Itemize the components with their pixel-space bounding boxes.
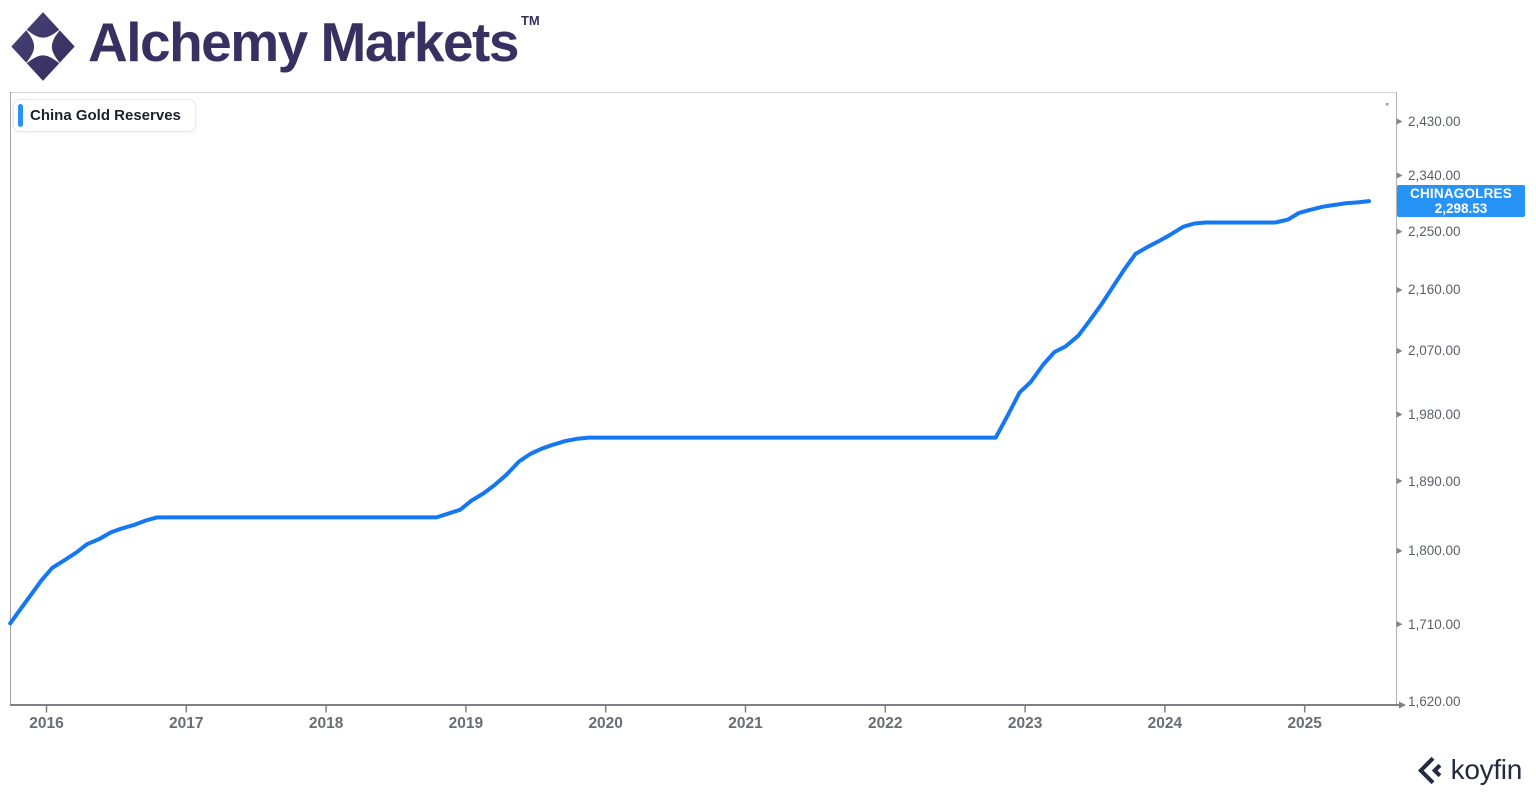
trademark-symbol: TM [520,13,540,28]
y-axis-label: 2,340.00 [1408,167,1461,183]
y-axis-label: 1,620.00 [1408,694,1461,710]
y-axis-label: 1,800.00 [1408,543,1461,559]
y-axis-label: 2,430.00 [1408,114,1461,129]
y-axis-label: 2,070.00 [1408,343,1461,359]
x-axis-label: 2025 [1287,715,1322,732]
badge-value: 2,298.53 [1434,201,1488,217]
y-tick-arrow [1396,228,1403,235]
x-axis-label: 2020 [588,715,623,732]
x-axis-label: 2018 [308,715,344,732]
legend-chip[interactable]: China Gold Reserves [13,99,196,132]
brand-wordmark: Alchemy Markets [88,11,519,73]
y-tick-arrow [1396,477,1403,485]
x-axis-label: 2024 [1147,715,1183,732]
x-axis-label: 2019 [448,715,484,732]
y-tick-arrow [1396,172,1403,179]
axis-top-mark [1386,103,1389,106]
series-line [8,199,1371,626]
y-tick-arrow [1396,286,1403,294]
x-axis-label: 2023 [1007,715,1043,732]
legend-label: China Gold Reserves [30,107,181,124]
legend-color-bar [18,104,23,127]
y-axis-label: 1,710.00 [1408,616,1461,632]
x-axis-label: 2022 [868,715,903,732]
y-tick-arrow [1396,620,1403,628]
x-axis-arrowhead [1399,701,1406,709]
y-axis-label: 1,890.00 [1408,473,1461,489]
alchemy-diamond-icon [11,12,75,81]
last-price-badge: CHINAGOLRES 2,298.53 [1397,185,1525,218]
x-axis-label: 2016 [29,715,64,732]
y-axis-label: 2,160.00 [1408,282,1461,298]
y-tick-arrow [1396,411,1403,418]
x-axis-label: 2017 [169,715,204,732]
koyfin-wordmark: koyfin [1450,754,1523,785]
badge-ticker: CHINAGOLRES [1410,186,1512,202]
y-tick-arrow [1396,118,1403,125]
alchemy-markets-logo: Alchemy Markets TM [10,6,540,83]
koyfin-logo: koyfin [1415,754,1522,786]
y-tick-arrow [1396,547,1403,555]
y-tick-arrow [1396,347,1403,355]
y-axis-label: 1,980.00 [1408,406,1461,422]
koyfin-chevrons-icon [1417,756,1442,784]
x-axis-label: 2021 [728,715,763,732]
y-axis-label: 2,250.00 [1408,224,1461,240]
